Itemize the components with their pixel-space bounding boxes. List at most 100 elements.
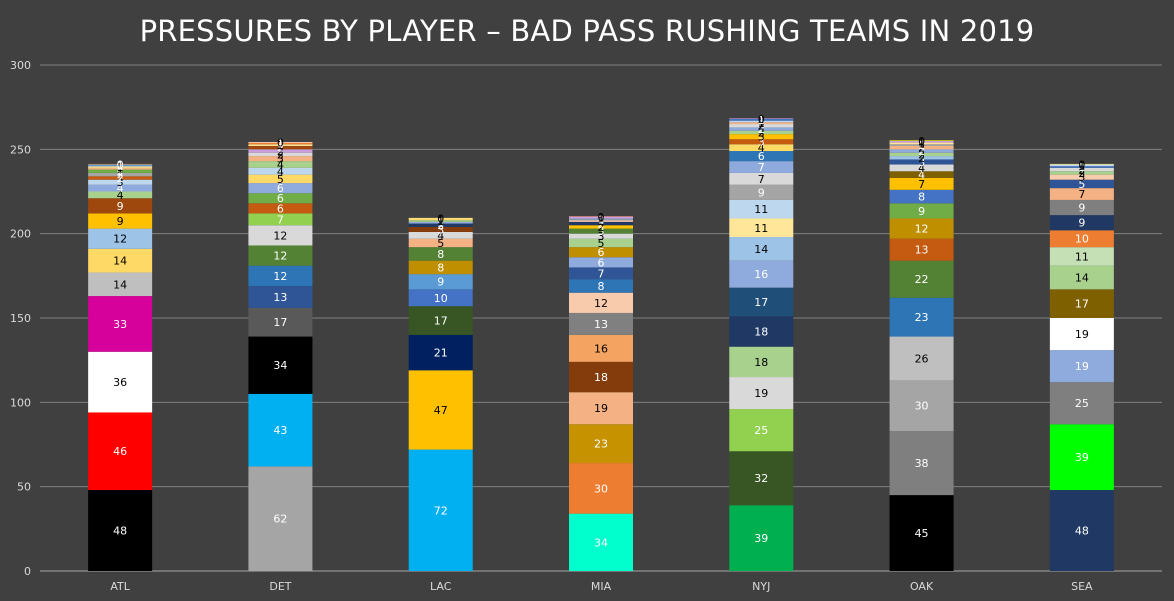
segment-value-label: 3	[117, 176, 124, 189]
segment-value-label: 2	[437, 219, 444, 232]
segment-value-label: 18	[594, 371, 608, 384]
bar-segment	[729, 134, 794, 140]
bar-segment	[248, 144, 313, 146]
bar-segment	[408, 449, 473, 571]
bar-segment	[569, 312, 633, 335]
bar-segment	[248, 149, 313, 153]
x-axis-categories: ATL DET LAC MIA NYJ OAK SEA	[110, 580, 1093, 593]
y-tick-label: 0	[24, 565, 31, 578]
bar-segment	[889, 203, 954, 219]
bar-segment	[729, 130, 794, 135]
segment-value-label: 3	[758, 136, 765, 149]
segment-value-label: 30	[915, 400, 929, 413]
x-category-label: DET	[269, 580, 291, 593]
bar-segment	[88, 490, 153, 571]
segment-value-label: 3	[437, 223, 444, 236]
y-axis-ticks: 0 50 100 150 200 250 300	[10, 59, 31, 578]
segment-value-label: 12	[273, 270, 287, 283]
bar-segment	[88, 191, 153, 199]
segment-value-label: 3	[277, 153, 284, 166]
segment-value-label: 6	[277, 182, 284, 195]
bar-segment	[569, 267, 633, 280]
bar-segment	[889, 142, 954, 145]
segment-value-label: 7	[758, 161, 765, 174]
segment-value-label: 5	[598, 237, 605, 250]
bar-segment	[729, 172, 794, 185]
segment-value-label: 3	[598, 225, 605, 238]
y-tick-label: 250	[10, 143, 31, 156]
bar-segment	[88, 248, 153, 273]
segment-value-label: 7	[918, 178, 925, 191]
bar-segment	[248, 152, 313, 157]
segment-value-label: 18	[754, 325, 768, 338]
segment-value-label: 1	[117, 163, 124, 176]
segment-value-label: 8	[598, 280, 605, 293]
bar-segment	[569, 216, 633, 217]
segment-value-label: 2	[758, 126, 765, 139]
bar-segment	[889, 238, 954, 261]
segment-value-label: 6	[598, 246, 605, 259]
bar-segment	[889, 171, 954, 179]
bar-segment	[569, 228, 633, 234]
segment-value-label: 6	[277, 192, 284, 205]
bar-segment	[248, 145, 313, 150]
segment-value-label: 11	[754, 203, 768, 216]
segment-value-label: 3	[1078, 171, 1085, 184]
segment-value-label: 2	[117, 169, 124, 182]
bar-segment	[889, 260, 954, 298]
segment-value-label: 23	[915, 311, 929, 324]
segment-value-label: 3	[758, 131, 765, 144]
bar-segment	[1049, 265, 1114, 290]
bar-segment	[889, 189, 954, 204]
bar-segment	[889, 336, 954, 381]
segment-value-label: 32	[754, 472, 768, 485]
segment-value-label: 0	[1078, 159, 1085, 172]
segment-value-label: 0	[918, 135, 925, 148]
bar-segment	[88, 184, 153, 192]
segment-value-label: 1	[117, 159, 124, 172]
bar-segment	[729, 451, 794, 506]
bar-segment	[1049, 199, 1114, 216]
bar-segment	[569, 225, 633, 229]
segment-value-label: 0	[437, 212, 444, 225]
bar-segment	[408, 289, 473, 307]
segment-value-label: 19	[1075, 328, 1089, 341]
bar-segment	[729, 505, 794, 571]
bar-segment	[248, 167, 313, 175]
bar-segment	[569, 334, 633, 362]
segment-value-label: 5	[1078, 178, 1085, 191]
segment-value-label: 4	[437, 229, 444, 242]
bar-segment	[729, 122, 794, 125]
x-category-label: SEA	[1071, 580, 1093, 593]
bar-segment	[408, 306, 473, 335]
segment-value-label: 2	[277, 142, 284, 155]
segment-value-label: 14	[754, 243, 768, 256]
bar-segment	[88, 351, 153, 413]
bar-segment	[248, 193, 313, 204]
bar-segment	[569, 257, 633, 268]
bar-segment	[569, 216, 633, 219]
segment-value-label: 2	[758, 123, 765, 136]
bar-segment	[408, 370, 473, 450]
segment-value-label: 30	[594, 482, 608, 495]
segment-value-label: 18	[754, 356, 768, 369]
bar-segment	[408, 334, 473, 371]
segment-value-label: 26	[915, 352, 929, 365]
segment-value-label: 4	[758, 142, 765, 155]
bar-segment	[569, 292, 633, 313]
segment-value-label: 6	[598, 256, 605, 269]
bar-segment	[729, 316, 794, 347]
bar-segment	[729, 287, 794, 317]
bar-segment	[248, 307, 313, 337]
segment-value-label: 48	[1075, 525, 1089, 538]
bar-segment	[88, 272, 153, 297]
segment-value-label: 14	[113, 255, 127, 268]
bar-segment	[889, 164, 954, 172]
segment-value-label: 2	[1078, 167, 1085, 180]
bar-segment	[569, 463, 633, 514]
segment-value-label: 19	[1075, 360, 1089, 373]
segment-value-label: 9	[918, 205, 925, 218]
bar-segment	[88, 296, 153, 352]
segment-value-label: 14	[1075, 272, 1089, 285]
segment-value-label: 7	[758, 173, 765, 186]
